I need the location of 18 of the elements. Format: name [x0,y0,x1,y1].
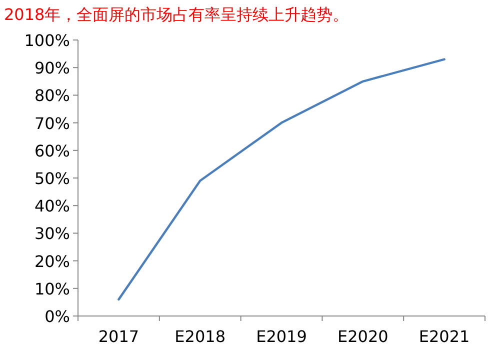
x-tick-label: E2021 [418,327,470,346]
y-tick-label: 70% [34,114,70,133]
y-tick-label: 100% [24,31,70,50]
y-tick-label: 0% [44,307,70,326]
x-tick-label: E2020 [337,327,388,346]
y-tick-label: 90% [34,58,70,78]
y-tick-label: 50% [34,169,70,188]
chart-title: 2018年，全面屏的市场占有率呈持续上升趋势。 [4,5,349,24]
y-tick-label: 30% [34,224,70,244]
y-tick-label: 40% [34,196,70,216]
y-tick-label: 10% [34,279,70,298]
y-tick-label: 80% [34,86,70,106]
y-tick-label: 60% [34,141,70,160]
x-tick-label: E2019 [256,327,307,346]
x-tick-label: 2017 [98,327,140,346]
x-tick-label: E2018 [174,327,226,346]
line-series [118,58,446,301]
y-tick-label: 20% [34,252,70,271]
